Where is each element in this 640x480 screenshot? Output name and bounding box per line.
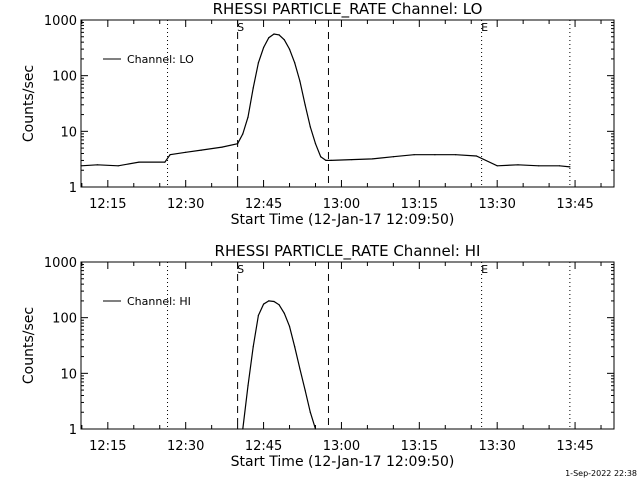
data-point bbox=[558, 165, 561, 167]
data-point bbox=[288, 325, 291, 327]
x-tick-label: 13:15 bbox=[401, 197, 438, 212]
data-point bbox=[475, 155, 477, 157]
y-tick-label: 1000 bbox=[44, 256, 77, 271]
data-point bbox=[117, 165, 119, 167]
x-tick-label: 12:30 bbox=[167, 439, 204, 454]
data-point bbox=[96, 164, 98, 166]
x-tick-label: 12:15 bbox=[89, 197, 126, 212]
y-tick-label: 1 bbox=[69, 423, 77, 438]
data-point bbox=[351, 159, 353, 161]
data-point bbox=[294, 62, 296, 64]
data-point bbox=[169, 154, 171, 156]
x-tick-label: 13:00 bbox=[323, 197, 360, 212]
legend-label: Channel: LO bbox=[127, 53, 194, 66]
y-axis-label: Counts/sec bbox=[21, 65, 37, 142]
x-tick-label: 13:45 bbox=[556, 197, 593, 212]
data-point bbox=[434, 154, 436, 156]
data-point bbox=[257, 62, 259, 64]
data-point bbox=[278, 304, 280, 306]
marker-label: E bbox=[481, 263, 488, 276]
x-tick-label: 12:30 bbox=[167, 197, 204, 212]
y-tick-label: 10 bbox=[60, 367, 77, 382]
x-tick-label: 12:15 bbox=[89, 439, 126, 454]
legend-label: Channel: HI bbox=[127, 295, 191, 308]
data-point bbox=[273, 33, 275, 35]
y-axis-label: Counts/sec bbox=[21, 307, 37, 384]
data-point bbox=[294, 346, 296, 348]
series-line bbox=[80, 33, 570, 168]
x-tick-label: 12:45 bbox=[245, 197, 282, 212]
data-point bbox=[283, 312, 285, 314]
data-point bbox=[320, 156, 322, 158]
plot-frame bbox=[80, 19, 615, 188]
y-tick-label: 1 bbox=[69, 181, 77, 196]
data-point bbox=[263, 46, 265, 49]
data-point bbox=[247, 385, 249, 387]
y-tick-label: 1000 bbox=[44, 14, 77, 29]
data-point bbox=[299, 80, 301, 82]
chart-title: RHESSI PARTICLE_RATE Channel: HI bbox=[215, 242, 481, 261]
data-point bbox=[242, 133, 244, 135]
x-tick-label: 13:00 bbox=[323, 439, 360, 454]
data-point bbox=[268, 37, 270, 39]
data-point bbox=[517, 164, 519, 166]
data-point bbox=[138, 161, 140, 163]
series-line bbox=[242, 300, 317, 430]
data-point bbox=[257, 314, 259, 316]
data-point bbox=[221, 146, 223, 148]
data-point bbox=[538, 165, 540, 167]
data-point bbox=[455, 154, 457, 156]
data-point bbox=[325, 159, 327, 161]
data-point bbox=[304, 389, 306, 391]
x-axis-label: Start Time (12-Jan-17 12:09:50) bbox=[231, 454, 455, 470]
data-point bbox=[278, 34, 280, 36]
chart-title: RHESSI PARTICLE_RATE Channel: LO bbox=[213, 0, 483, 19]
x-tick-label: 12:45 bbox=[245, 439, 282, 454]
data-point bbox=[299, 368, 301, 370]
data-point bbox=[309, 411, 311, 413]
data-point bbox=[288, 48, 291, 50]
data-point bbox=[200, 149, 202, 151]
marker-label: E bbox=[481, 21, 488, 34]
data-point bbox=[413, 154, 415, 156]
x-tick-label: 13:30 bbox=[478, 197, 515, 212]
plot-frame bbox=[80, 261, 615, 430]
data-point bbox=[80, 165, 82, 167]
data-point bbox=[164, 161, 166, 163]
chart-panel-0: RHESSI PARTICLE_RATE Channel: LO 1 10 100 10… bbox=[21, 0, 615, 228]
data-point bbox=[237, 143, 239, 145]
data-point bbox=[372, 158, 374, 160]
data-point bbox=[273, 300, 275, 303]
x-tick-label: 13:15 bbox=[401, 439, 438, 454]
chart-panel-1: RHESSI PARTICLE_RATE Channel: HI 1 10 100 10… bbox=[21, 242, 615, 470]
data-point bbox=[314, 428, 317, 430]
data-point bbox=[283, 39, 285, 41]
data-point bbox=[252, 346, 254, 348]
data-point bbox=[252, 87, 254, 89]
data-point bbox=[242, 428, 244, 430]
data-point bbox=[268, 300, 270, 302]
data-point bbox=[309, 126, 311, 128]
x-tick-label: 13:30 bbox=[478, 439, 515, 454]
y-tick-label: 100 bbox=[52, 312, 77, 327]
data-point bbox=[185, 151, 187, 153]
data-point bbox=[496, 165, 498, 167]
data-point bbox=[247, 116, 249, 118]
data-point bbox=[304, 104, 306, 106]
x-axis-label: Start Time (12-Jan-17 12:09:50) bbox=[231, 212, 455, 228]
footer-timestamp: 1-Sep-2022 22:38 bbox=[565, 469, 637, 478]
y-tick-label: 10 bbox=[60, 125, 77, 140]
data-point bbox=[569, 166, 571, 168]
data-point bbox=[314, 143, 317, 145]
x-tick-label: 13:45 bbox=[556, 439, 593, 454]
marker-label: S bbox=[237, 263, 244, 276]
y-tick-label: 100 bbox=[52, 70, 77, 85]
marker-label: S bbox=[237, 21, 244, 34]
data-point bbox=[392, 156, 394, 158]
data-point bbox=[263, 303, 265, 305]
data-point bbox=[330, 159, 332, 161]
